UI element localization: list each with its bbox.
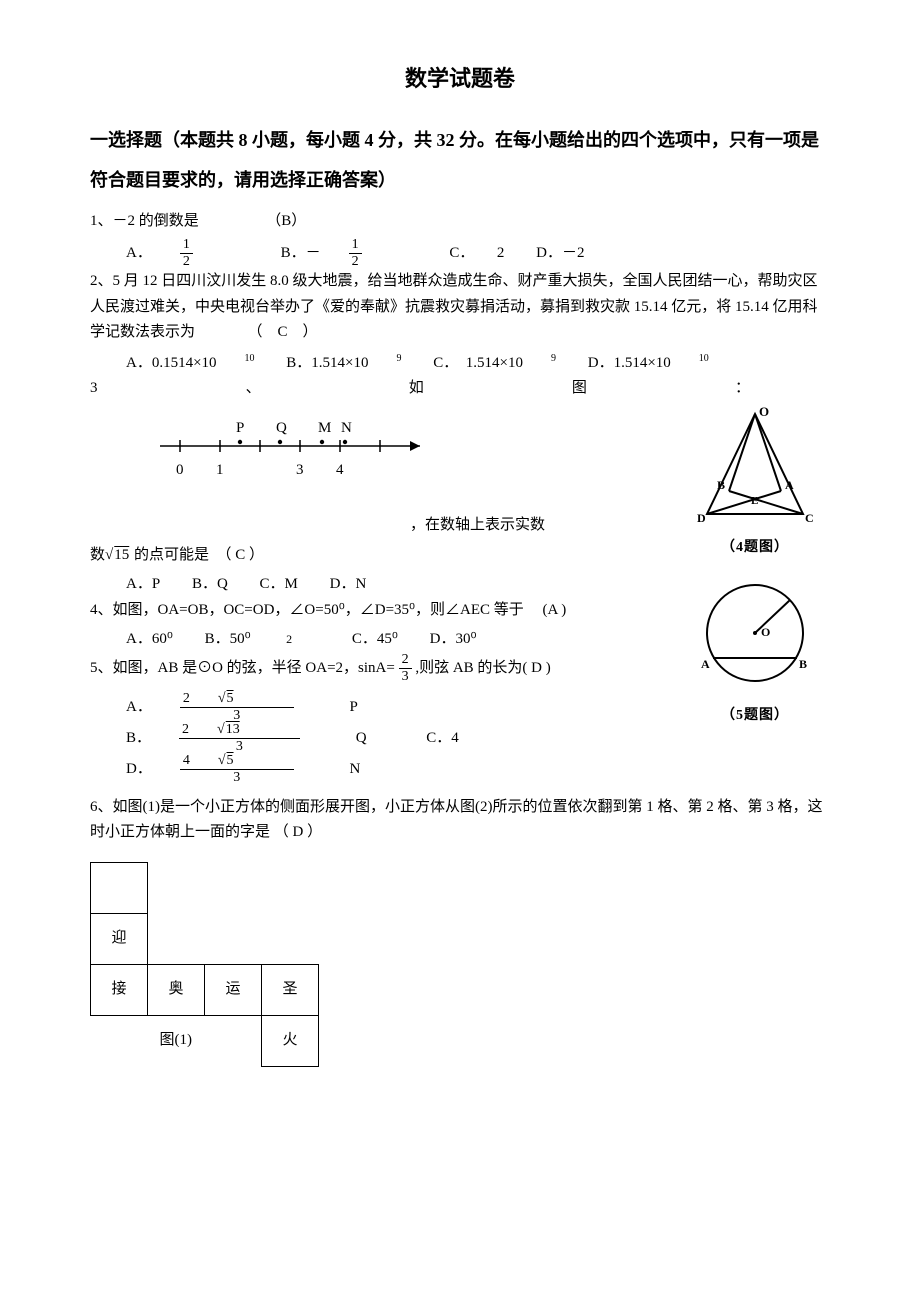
- section-1-head: 一选择题（本题共 8 小题，每小题 4 分，共 32 分。在每小题给出的四个选项…: [90, 121, 830, 200]
- cube-net-figure: 迎 接 奥 运 圣 图(1) 火: [90, 862, 830, 1067]
- q1-optD: D．－2: [536, 241, 584, 267]
- question-1: 1、－2 的倒数是 （B）: [90, 209, 830, 235]
- q4-optB: B．50⁰ 2: [205, 627, 321, 653]
- q5-optA: A．2√53P: [126, 692, 386, 723]
- svg-text:C: C: [805, 511, 814, 525]
- q4-optC: C．45⁰: [352, 627, 398, 653]
- svg-text:D: D: [697, 511, 706, 525]
- svg-text:E: E: [751, 495, 758, 507]
- svg-text:B: B: [717, 478, 725, 492]
- q5-optB: B．2√133Q: [126, 723, 395, 754]
- figure-5-circle: O A B: [695, 578, 815, 693]
- figure-5-caption: （5题图）: [680, 704, 830, 728]
- q4-optD: D．30⁰: [430, 627, 477, 653]
- q3-optD: D．N: [330, 572, 367, 598]
- right-figures: O B A D C E （4题图） O A B （5题图）: [680, 406, 830, 746]
- q1-options: A．12 B．－12 C． 2 D．－2: [90, 238, 830, 269]
- q2-optA: A．0.1514×1010: [126, 350, 255, 377]
- net-cell: 奥: [148, 964, 205, 1015]
- page-title: 数学试题卷: [90, 60, 830, 97]
- svg-text:B: B: [799, 657, 807, 671]
- svg-text:A: A: [701, 657, 710, 671]
- svg-text:3: 3: [296, 462, 304, 478]
- net-cell: 迎: [91, 913, 148, 964]
- figure-4-triangle: O B A D C E: [695, 406, 815, 526]
- q1-stem: 1、－2 的倒数是: [90, 213, 199, 229]
- question-6: 6、如图(1)是一个小正方体的侧面形展开图，小正方体从图(2)所示的位置依次翻到…: [90, 795, 830, 846]
- net-cell: 接: [91, 964, 148, 1015]
- q5-optD: D．4√53N: [126, 754, 388, 785]
- svg-text:O: O: [761, 625, 770, 639]
- svg-text:A: A: [785, 478, 794, 492]
- q2-options: A．0.1514×1010 B．1.514×109 C． 1.514×109 D…: [90, 350, 830, 377]
- net-cell: 圣: [262, 964, 319, 1015]
- q3-optC: C．M: [260, 572, 298, 598]
- svg-text:Q: Q: [276, 420, 287, 436]
- q2-optB: B．1.514×109: [286, 350, 401, 377]
- net-cell: 运: [205, 964, 262, 1015]
- q3-optB: B．Q: [192, 572, 228, 598]
- net-cell: [91, 862, 148, 913]
- svg-text:4: 4: [336, 462, 344, 478]
- svg-text:O: O: [759, 406, 769, 419]
- q1-optB: B．－12: [281, 238, 418, 269]
- net-caption: 图(1): [91, 1015, 262, 1066]
- q1-optA: A．12: [126, 238, 249, 269]
- svg-text:N: N: [341, 420, 352, 436]
- q3-optA: A．P: [126, 572, 160, 598]
- q5-optC: C．4: [426, 726, 459, 752]
- question-3-head: 3 、 如 图 ：: [90, 376, 830, 402]
- q2-optD: D．1.514×1010: [588, 350, 709, 377]
- svg-text:0: 0: [176, 462, 184, 478]
- svg-text:M: M: [318, 420, 331, 436]
- svg-text:1: 1: [216, 462, 224, 478]
- question-2: 2、5 月 12 日四川汶川发生 8.0 级大地震，给当地群众造成生命、财产重大…: [90, 269, 830, 346]
- net-cell: 火: [262, 1015, 319, 1066]
- q1-optC: C． 2: [449, 241, 504, 267]
- figure-4-caption: （4题图）: [680, 536, 830, 560]
- q4-optA: A．60⁰: [126, 627, 173, 653]
- q1-answer: （B）: [266, 213, 306, 229]
- q2-optC: C． 1.514×109: [433, 350, 556, 377]
- svg-text:P: P: [236, 420, 244, 436]
